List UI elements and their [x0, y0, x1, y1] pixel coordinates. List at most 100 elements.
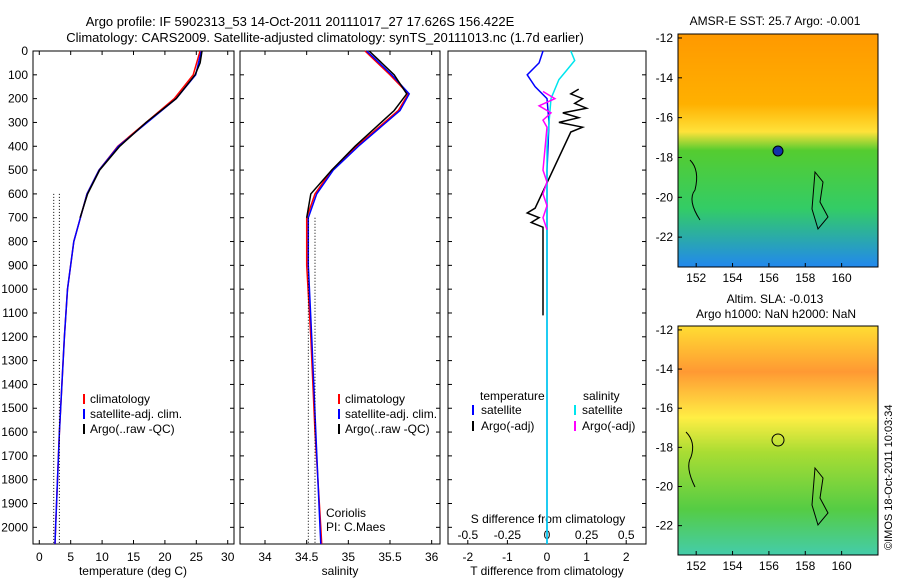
- y-tick-label: 400: [8, 139, 28, 153]
- y-tick-label: -18: [656, 440, 674, 454]
- y-tick-label: 1800: [1, 473, 28, 487]
- sla-map-contour: [685, 431, 696, 488]
- y-tick-label: 1600: [1, 425, 28, 439]
- salinity-legend: climatology satellite-adj. clim. Argo(..…: [338, 392, 437, 436]
- x-tick-label: 2: [623, 550, 630, 564]
- legend-label-climatology: climatology: [90, 392, 150, 406]
- legend-label-argo: Argo(..raw -QC): [345, 422, 430, 436]
- series-line-argo-raw-qc-: [305, 50, 408, 218]
- x-tick-label: 152: [686, 559, 706, 573]
- y-tick-label: -14: [656, 71, 674, 85]
- y-tick-label: 100: [8, 68, 28, 82]
- y-tick-label: 2000: [1, 520, 28, 534]
- institution-label: Coriolis: [326, 506, 366, 520]
- x-tick-label: 30: [221, 550, 235, 564]
- x-tick-label: 1: [583, 550, 590, 564]
- x-tick-label: 5: [67, 550, 74, 564]
- x-tick-label: 156: [759, 559, 779, 573]
- legend-label-argo: Argo(..raw -QC): [90, 422, 175, 436]
- legend-label-t-satellite: satellite: [481, 403, 522, 417]
- temperature-xlabel: temperature (deg C): [79, 564, 187, 578]
- y-tick-label: -22: [656, 230, 674, 244]
- y-tick-label: -22: [656, 519, 674, 533]
- sla-map-field: [677, 325, 879, 556]
- argo-position-marker: [771, 433, 785, 447]
- y-tick-label: -12: [656, 323, 674, 337]
- legend-label-s-argo: Argo(-adj): [582, 419, 635, 433]
- y-tick-label: 300: [8, 115, 28, 129]
- x-tick-label: 158: [795, 559, 815, 573]
- y-tick-label: -16: [656, 401, 674, 415]
- y-tick-label: 1400: [1, 377, 28, 391]
- legend-label-climatology: climatology: [345, 392, 405, 406]
- x-tick-label: 35.5: [378, 550, 402, 564]
- x-tick-label: 152: [686, 271, 706, 285]
- x-tick-label: 36: [425, 550, 439, 564]
- y-tick-label: 1100: [2, 306, 28, 320]
- sla-map-contour: [811, 466, 829, 527]
- x-tick-label: 156: [759, 271, 779, 285]
- series-line-argo-adj-: [525, 88, 590, 316]
- sla-map-subtitle: Argo h1000: NaN h2000: NaN: [696, 307, 856, 321]
- legend-label-satellite: satellite-adj. clim.: [90, 407, 182, 421]
- legend-temperature-header: temperature: [480, 389, 545, 403]
- x-tick-label: 154: [723, 271, 743, 285]
- series-line-argo-raw-qc-: [79, 50, 203, 218]
- sla-map-panel: Altim. SLA: -0.013 Argo h1000: NaN h2000…: [656, 292, 879, 573]
- legend-salinity-header: salinity: [583, 389, 620, 403]
- y-tick-label: 1900: [1, 497, 28, 511]
- y-tick-label: 1300: [1, 354, 28, 368]
- y-tick-label: -14: [656, 362, 674, 376]
- x-tick-label: -1: [502, 550, 513, 564]
- y-tick-label: 800: [8, 235, 28, 249]
- y-tick-label: -12: [656, 31, 674, 45]
- y-tick-label: 600: [8, 187, 28, 201]
- x-tick-label: -2: [462, 550, 473, 564]
- x-tick-label: 160: [832, 559, 852, 573]
- difference-legend: temperature salinity satellite Argo(-adj…: [472, 389, 635, 433]
- salinity-panel: salinity climatology satellite-adj. clim…: [239, 50, 441, 578]
- legend-label-s-satellite: satellite: [582, 403, 623, 417]
- x-tick-label: 10: [95, 550, 109, 564]
- s-tick-label: 0.5: [618, 528, 635, 542]
- x-tick-label: 35: [342, 550, 356, 564]
- s-tick-label: -0.25: [494, 528, 522, 542]
- y-tick-label: -18: [656, 150, 674, 164]
- title-line2: Climatology: CARS2009. Satellite-adjuste…: [66, 30, 584, 45]
- x-tick-label: 34.5: [295, 550, 319, 564]
- y-tick-label: -20: [656, 190, 674, 204]
- difference-xlabel: T difference from climatology: [470, 564, 624, 578]
- y-tick-label: 900: [8, 258, 28, 272]
- y-tick-label: 1700: [1, 449, 28, 463]
- x-tick-label: 154: [723, 559, 743, 573]
- x-tick-label: 20: [158, 550, 172, 564]
- legend-label-satellite: satellite-adj. clim.: [345, 407, 437, 421]
- y-tick-label: 700: [8, 211, 28, 225]
- x-tick-label: 0: [36, 550, 43, 564]
- x-tick-label: 25: [190, 550, 204, 564]
- x-tick-label: 160: [832, 271, 852, 285]
- y-tick-label: -16: [656, 111, 674, 125]
- series-line-salinity-satellite: [546, 50, 576, 544]
- s-tick-label: -0.5: [457, 528, 478, 542]
- x-tick-label: 15: [127, 550, 141, 564]
- argo-position-marker: [772, 145, 784, 157]
- sst-map-contour: [811, 170, 829, 231]
- pi-label: PI: C.Maes: [326, 520, 385, 534]
- y-tick-label: 1200: [1, 330, 28, 344]
- y-tick-label: 200: [8, 92, 28, 106]
- y-tick-label: 1500: [1, 401, 28, 415]
- series-line-satellite-adj-clim-: [307, 50, 411, 545]
- series-line-salinity-argo-adj-: [537, 90, 557, 230]
- salinity-plot-frame: [239, 50, 441, 545]
- y-tick-label: 1000: [1, 282, 28, 296]
- difference-x2label: S difference from climatology: [471, 512, 626, 526]
- sst-map-contour: [689, 159, 701, 221]
- salinity-xlabel: salinity: [322, 564, 359, 578]
- sst-map-title: AMSR-E SST: 25.7 Argo: -0.001: [690, 14, 861, 28]
- legend-label-t-argo: Argo(-adj): [481, 419, 534, 433]
- x-tick-label: 158: [795, 271, 815, 285]
- s-tick-label: 0.25: [575, 528, 599, 542]
- temperature-legend: climatology satellite-adj. clim. Argo(..…: [83, 392, 182, 436]
- y-tick-label: 0: [21, 44, 28, 58]
